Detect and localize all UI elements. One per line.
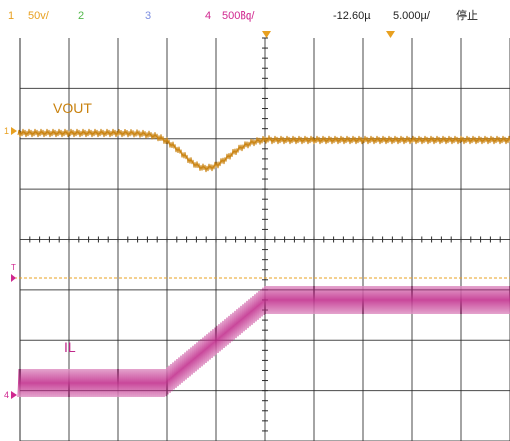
- trigger-level-marker[interactable]: [11, 274, 16, 282]
- delay-marker[interactable]: [386, 31, 395, 38]
- vout-trace-label: VOUT: [53, 100, 92, 116]
- ch1-scale[interactable]: 50v/: [28, 10, 49, 22]
- ch2-number[interactable]: 2: [78, 10, 85, 22]
- ch4-scale[interactable]: 500㏃/: [222, 10, 255, 22]
- trigger-position[interactable]: -12.60µ: [333, 10, 371, 22]
- ch4-number[interactable]: 4: [205, 10, 212, 22]
- il-trace: [17, 285, 510, 398]
- run-state[interactable]: 停止: [456, 10, 478, 22]
- ch1-ground-marker[interactable]: [11, 127, 17, 135]
- vout-trace: [17, 128, 510, 173]
- timebase[interactable]: 5.000µ/: [393, 10, 430, 22]
- status-bar: 1 50v/ 2 3 4 500㏃/ -12.60µ 5.000µ/ 停止: [0, 0, 510, 30]
- ch1-number[interactable]: 1: [8, 10, 15, 22]
- ch4-ground-marker[interactable]: [11, 391, 17, 399]
- trigger-level-label: T: [11, 263, 16, 272]
- ch4-ground-label: 4: [4, 390, 9, 400]
- trigger-position-marker[interactable]: [262, 31, 271, 38]
- ch3-number[interactable]: 3: [145, 10, 152, 22]
- il-trace-label: IL: [64, 339, 76, 355]
- ch1-ground-label: 1: [4, 126, 9, 136]
